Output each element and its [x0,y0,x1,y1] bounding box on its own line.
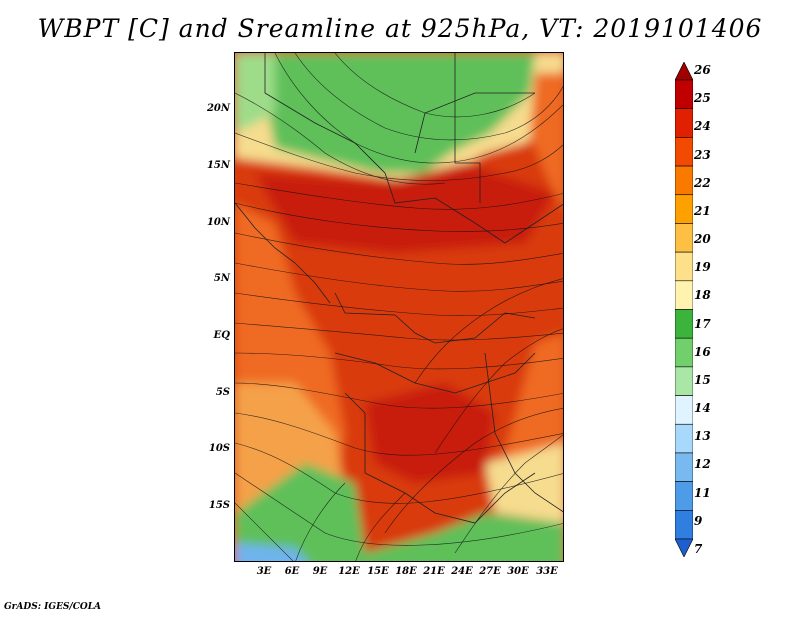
lon-label-27e: 27E [479,566,501,577]
streamline [334,53,536,118]
lon-label-15e: 15E [367,566,389,577]
temperature-field [235,53,563,561]
streamline [235,412,563,456]
colorbar-segment [675,309,693,339]
map-svg [235,53,563,561]
streamline [295,482,346,561]
border-angola [344,392,536,524]
lon-label-18e: 18E [395,566,417,577]
colorbar-segment [675,79,693,109]
colorbar-label: 15 [694,372,711,387]
colorbar-segment [675,452,693,482]
colorbar-label: 13 [694,429,711,444]
lat-label-5s: 5S [215,387,230,398]
streamline [414,278,563,384]
colorbar-label: 16 [694,344,711,359]
lat-label-20n: 20N [206,103,230,114]
colorbar-label: 19 [694,260,711,275]
colorbar-label: 22 [694,175,711,190]
lon-label-12e: 12E [338,566,360,577]
colorbar-segment [675,223,693,253]
lon-label-24e: 24E [451,566,473,577]
field-south-green [235,463,563,561]
streamline [235,352,563,370]
country-borders [235,53,563,524]
field-southeast-yellow [485,443,563,523]
colorbar-segment [675,366,693,396]
streamline [235,132,563,181]
map-panel [234,52,564,562]
lon-label-33e: 33E [536,566,558,577]
colorbar-segment [675,62,693,81]
streamline [294,53,563,141]
border-chad-sudan [454,53,481,203]
colorbar-label: 17 [694,316,711,331]
streamline [235,292,563,317]
streamline [235,322,563,341]
colorbar-label: 25 [694,91,711,106]
colorbar-label: 7 [694,542,703,556]
border-north [414,92,535,154]
streamline [235,442,563,504]
streamline [235,182,563,210]
colorbar-label: 26 [694,63,711,77]
lon-label-9e: 9E [312,566,328,577]
grads-credit: GrADS: IGES/COLA [4,602,102,612]
colorbar-segment [675,481,693,511]
streamline [235,502,294,561]
field-northeast-warm [530,73,563,209]
streamline [235,92,446,185]
streamline [235,232,563,265]
border-congo [334,352,536,394]
colorbar-segment [675,194,693,224]
colorbar [675,62,693,557]
colorbar-label: 20 [694,232,711,247]
lat-label-10n: 10N [206,217,230,228]
colorbar-segment [675,423,693,454]
streamline [355,492,406,561]
lat-label-5n: 5N [213,273,230,284]
chart-title: WBPT [C] and Sreamline at 925hPa, VT: 20… [37,14,763,43]
lat-label-15s: 15S [208,500,230,511]
colorbar-label: 18 [694,288,711,303]
streamline [274,53,563,164]
streamline [235,382,563,409]
colorbar-label: 21 [694,203,711,218]
lat-label-15n: 15N [206,160,230,171]
streamline [235,472,563,546]
colorbar-label: 11 [694,485,711,500]
colorbar-segment [675,280,693,310]
colorbar-segment [675,251,693,282]
colorbar-segment [675,337,693,368]
colorbar-segment [675,395,693,425]
colorbar-label: 9 [694,513,703,528]
coastline-west [235,202,331,304]
streamline [454,434,563,554]
colorbar-label: 14 [694,401,711,416]
colorbar-segment [675,510,693,540]
lat-label-eq: EQ [213,330,230,341]
colorbar-segment [675,108,693,138]
streamline [235,262,563,292]
lon-label-3e: 3E [256,566,272,577]
colorbar-label: 24 [694,119,711,134]
lat-label-10s: 10S [208,443,230,454]
lon-label-21e: 21E [423,566,445,577]
streamline [434,328,563,454]
streamlines [235,53,563,561]
border-central [334,292,536,344]
lon-label-6e: 6E [284,566,300,577]
streamline [384,408,563,534]
streamline [235,202,563,232]
colorbar-segment [675,137,693,167]
field-central-hot [365,383,495,483]
field-north-green [265,53,535,173]
colorbar-segment [675,538,693,557]
colorbar-segment [675,165,693,196]
colorbar-label: 23 [694,147,711,162]
border-sahel [264,53,563,244]
colorbar-label: 12 [694,457,711,472]
lon-label-30e: 30E [507,566,529,577]
